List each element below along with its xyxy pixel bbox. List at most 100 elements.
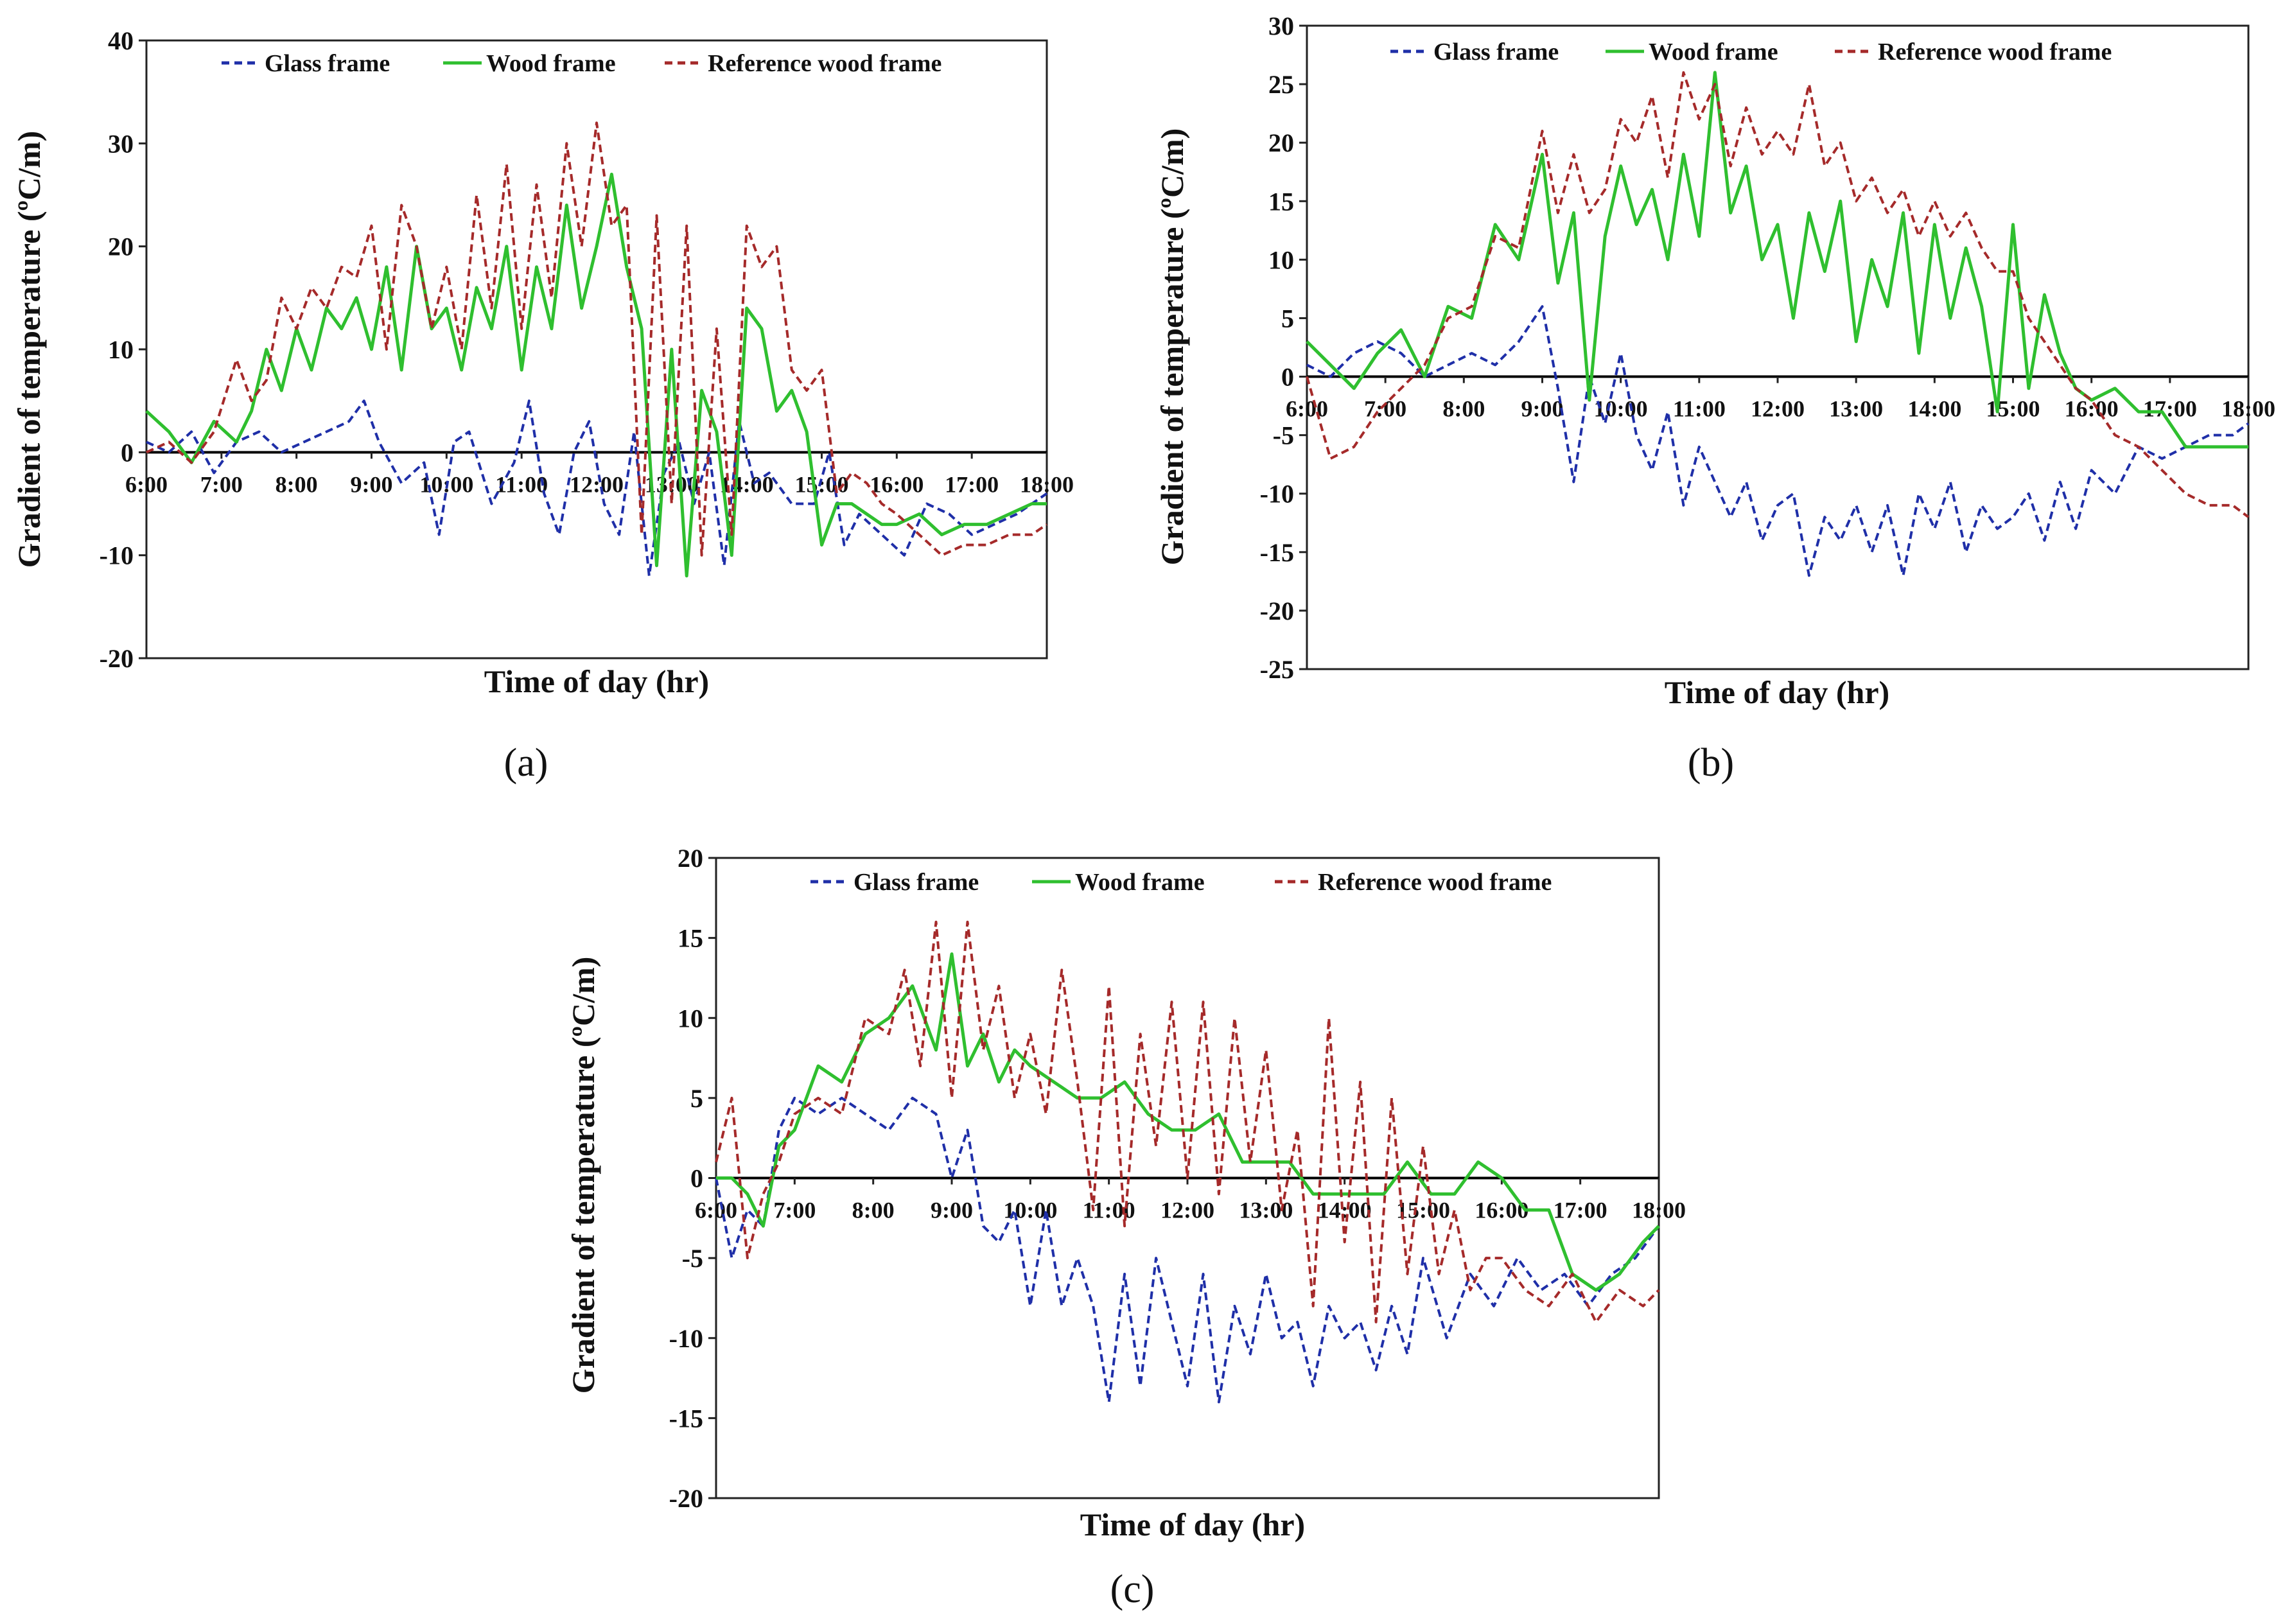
y-tick-label: 25 <box>1268 70 1294 99</box>
y-tick-label: 10 <box>1268 245 1294 274</box>
y-tick-label: -10 <box>1260 480 1294 509</box>
x-axis-title-b: Time of day (hr) <box>1665 674 1889 710</box>
chart-panel-c: -20 -15 -10 -5 0 5 10 15 20 6:00 7:00 8:00 9:00 10:0… <box>565 844 1686 1611</box>
y-tick-label: 10 <box>108 335 134 364</box>
x-tick-label: 14:00 <box>1907 396 1961 422</box>
x-tick-label: 15:00 <box>795 471 849 497</box>
legend-a: Glass frame Wood frame Reference wood fr… <box>222 50 941 77</box>
x-tick-label: 18:00 <box>1632 1198 1686 1223</box>
series-line-wood-frame <box>1306 71 2248 449</box>
y-tick-label: 15 <box>1268 187 1294 216</box>
series-layer-c <box>715 920 1660 1404</box>
x-tick-label: 15:00 <box>1396 1198 1450 1223</box>
y-tick-label: -20 <box>1260 597 1294 625</box>
x-tick-label: 6:00 <box>125 471 168 497</box>
y-ticks-b: -25 -20 -15 -10 -5 0 5 10 15 20 25 30 <box>1260 12 1307 684</box>
x-tick-label: 14:00 <box>1318 1198 1372 1223</box>
x-tick-label: 7:00 <box>1364 396 1406 422</box>
series-line-glass-frame <box>715 1096 1660 1404</box>
legend-label-ref-a: Reference wood frame <box>708 50 941 77</box>
x-tick-label: 17:00 <box>1554 1198 1607 1223</box>
x-tick-label: 16:00 <box>870 471 924 497</box>
series-line-glass-frame <box>1306 305 2250 577</box>
y-tick-label: 20 <box>1268 128 1294 157</box>
series-line-glass-frame <box>146 399 1048 577</box>
panel-label-c: (c) <box>1110 1567 1155 1611</box>
y-tick-label: -15 <box>669 1404 703 1433</box>
series-line-reference-wood-frame <box>146 121 1048 557</box>
y-tick-label: 30 <box>108 129 134 158</box>
series-line-reference-wood-frame <box>1306 71 2250 518</box>
x-tick-label: 18:00 <box>2221 396 2275 422</box>
legend-label-ref-b: Reference wood frame <box>1878 39 2112 65</box>
y-ticks-a: -20 -10 0 10 20 30 40 <box>100 26 146 673</box>
y-tick-label: -5 <box>1273 421 1294 450</box>
x-tick-label: 6:00 <box>1286 396 1328 422</box>
legend-label-glass-a: Glass frame <box>265 50 390 77</box>
panel-label-a: (a) <box>504 741 548 785</box>
x-ticks-b: 6:00 7:00 8:00 9:00 10:00 11:00 12:00 13:00 14:0… <box>1286 376 2275 422</box>
y-tick-label: 10 <box>678 1004 703 1033</box>
y-tick-label: 0 <box>121 438 134 467</box>
y-tick-label: 0 <box>690 1164 703 1193</box>
x-tick-label: 17:00 <box>945 471 999 497</box>
y-tick-label: 5 <box>690 1084 703 1113</box>
y-axis-title-a: Gradient of temperature (ºC/m) <box>11 131 47 568</box>
series-line-reference-wood-frame <box>715 920 1660 1323</box>
series-line-wood-frame <box>716 952 1660 1292</box>
x-axis-title-a: Time of day (hr) <box>484 663 709 699</box>
y-ticks-c: -20 -15 -10 -5 0 5 10 15 20 <box>669 844 716 1513</box>
y-tick-label: 40 <box>108 26 134 55</box>
legend-b: Glass frame Wood frame Reference wood fr… <box>1390 39 2112 65</box>
x-tick-label: 12:00 <box>1160 1198 1214 1223</box>
chart-panel-b: -25 -20 -15 -10 -5 0 5 10 15 20 25 30 6:00 7:00 8:00 9… <box>1154 12 2275 785</box>
x-tick-label: 7:00 <box>200 471 243 497</box>
y-tick-label: 30 <box>1268 12 1294 40</box>
y-tick-label: 15 <box>678 924 703 953</box>
x-tick-label: 9:00 <box>931 1198 973 1223</box>
legend-label-ref-c: Reference wood frame <box>1318 869 1552 896</box>
y-tick-label: -15 <box>1260 538 1294 567</box>
legend-label-glass-c: Glass frame <box>854 869 979 896</box>
legend-label-wood-b: Wood frame <box>1649 39 1778 65</box>
x-tick-label: 12:00 <box>570 471 624 497</box>
legend-label-glass-b: Glass frame <box>1433 39 1559 65</box>
y-tick-label: -20 <box>669 1484 703 1513</box>
y-tick-label: -10 <box>100 541 134 570</box>
x-tick-label: 13:00 <box>1239 1198 1293 1223</box>
x-tick-label: 6:00 <box>695 1198 737 1223</box>
x-tick-label: 7:00 <box>773 1198 816 1223</box>
x-tick-label: 8:00 <box>852 1198 895 1223</box>
x-axis-title-c: Time of day (hr) <box>1080 1506 1305 1542</box>
legend-label-wood-a: Wood frame <box>486 50 616 77</box>
series-layer-a <box>145 121 1048 578</box>
y-tick-label: 20 <box>678 844 703 873</box>
plot-area-b <box>1306 24 2250 670</box>
plot-area-a <box>145 39 1048 659</box>
y-tick-label: 5 <box>1281 304 1294 333</box>
x-ticks-a: 6:00 7:00 8:00 9:00 10:00 11:00 12:00 13:00 14:0… <box>125 452 1074 497</box>
y-axis-title-b: Gradient of temperature (ºC/m) <box>1154 128 1190 566</box>
panel-label-b: (b) <box>1688 741 1734 785</box>
x-tick-label: 9:00 <box>1521 396 1564 422</box>
x-tick-label: 8:00 <box>276 471 318 497</box>
series-line-wood-frame <box>145 172 1047 578</box>
y-tick-label: -5 <box>682 1244 703 1273</box>
series-layer-b <box>1306 71 2250 577</box>
y-tick-label: -20 <box>100 644 134 673</box>
y-tick-label: 20 <box>108 232 134 261</box>
x-tick-label: 18:00 <box>1020 471 1074 497</box>
y-tick-label: -10 <box>669 1324 703 1353</box>
legend-c: Glass frame Wood frame Reference wood fr… <box>810 869 1552 896</box>
x-tick-label: 8:00 <box>1442 396 1485 422</box>
x-tick-label: 17:00 <box>2143 396 2197 422</box>
y-tick-label: 0 <box>1281 363 1294 392</box>
x-tick-label: 10:00 <box>1003 1198 1057 1223</box>
x-tick-label: 11:00 <box>495 471 548 497</box>
legend-label-wood-c: Wood frame <box>1075 869 1205 896</box>
y-axis-title-c: Gradient of temperature (ºC/m) <box>565 957 601 1394</box>
y-tick-label: -25 <box>1260 655 1294 684</box>
x-tick-label: 11:00 <box>1673 396 1726 422</box>
